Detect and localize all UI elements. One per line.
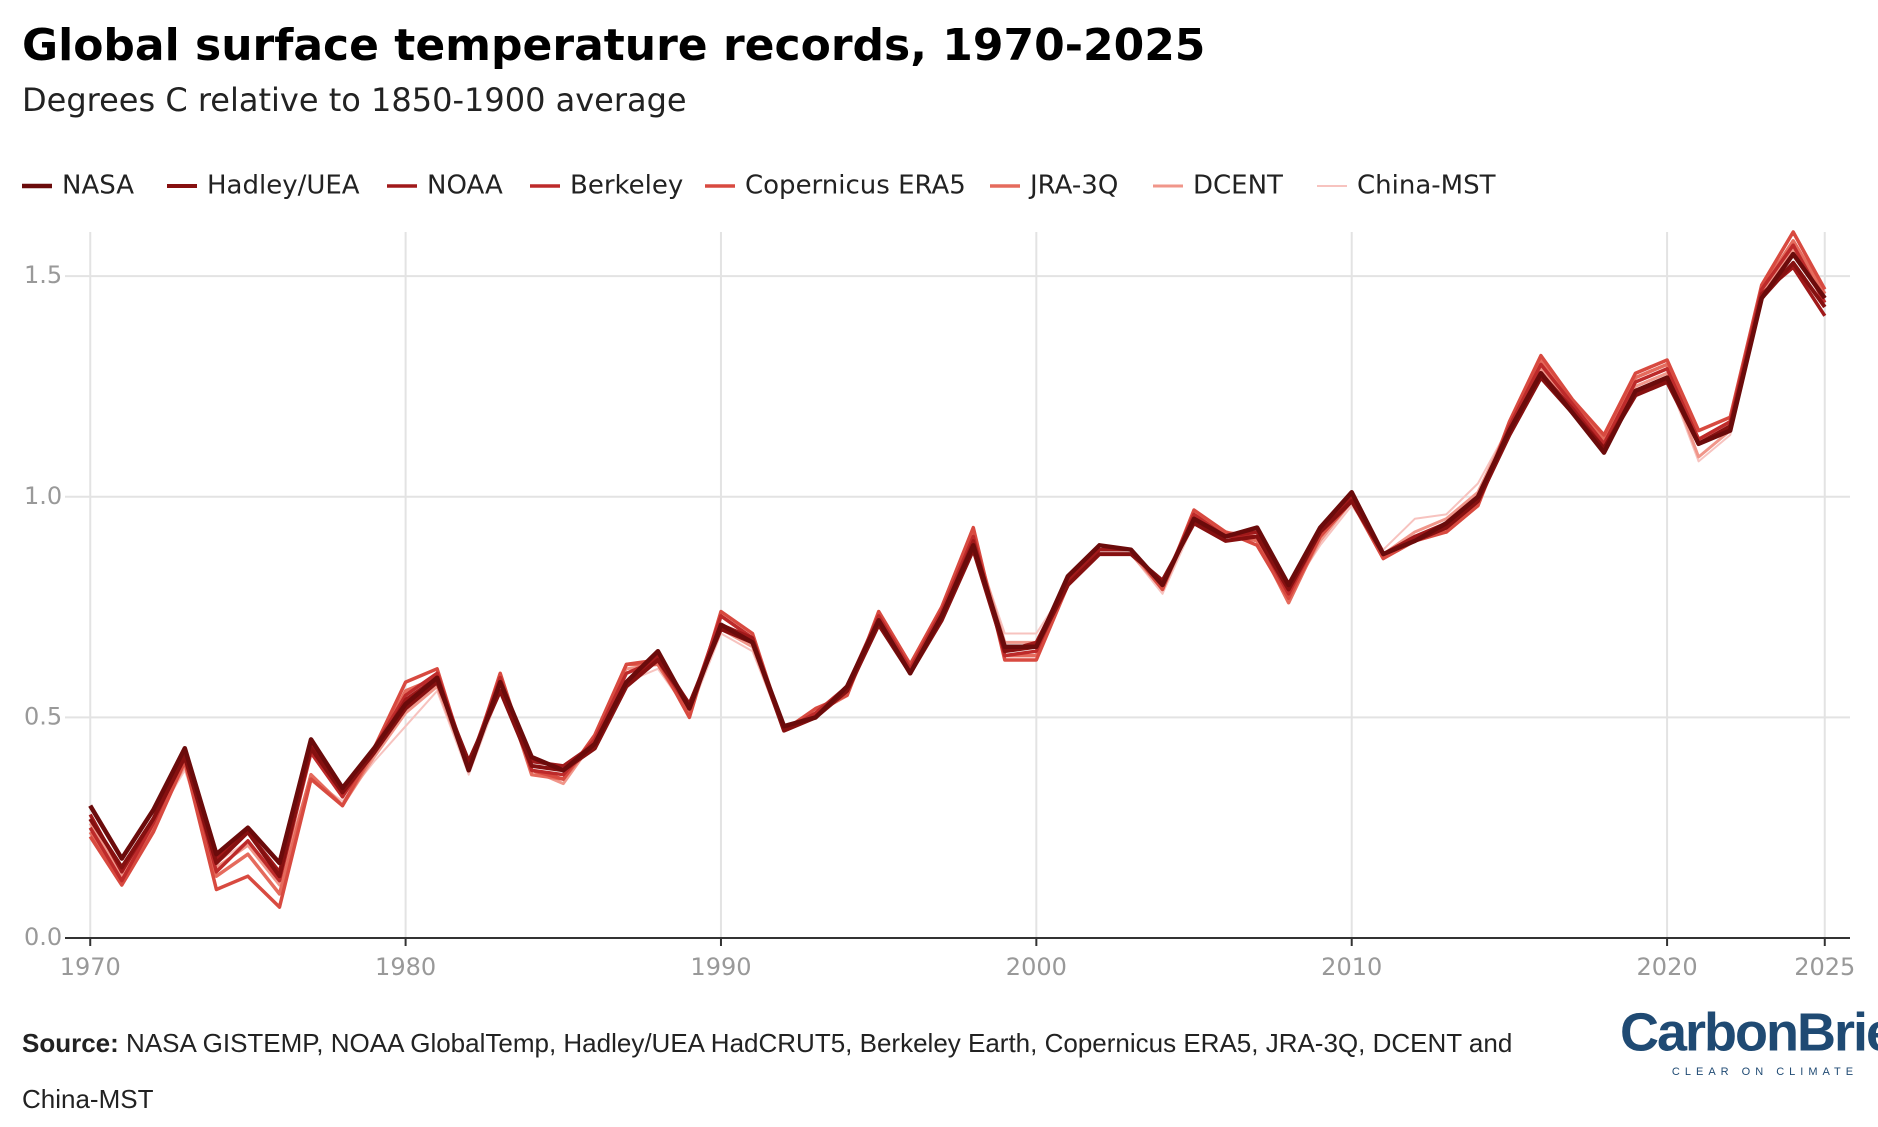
legend-label: Copernicus ERA5 (745, 171, 966, 201)
x-tick-label: 2025 (1794, 953, 1855, 981)
y-tick-label: 1.0 (24, 482, 62, 510)
source: Source: NASA GISTEMP, NOAA GlobalTemp, H… (22, 1015, 1582, 1127)
x-tick-label: 2010 (1321, 953, 1382, 981)
legend-label: DCENT (1193, 171, 1283, 201)
y-tick-label: 0.0 (24, 923, 62, 951)
x-tick-label: 2000 (1006, 953, 1067, 981)
x-tick-label: 1970 (60, 953, 121, 981)
legend-label: JRA-3Q (1028, 171, 1118, 201)
y-tick-label: 1.5 (24, 261, 62, 289)
legend-label: Berkeley (570, 171, 683, 201)
source-label: Source: (22, 1028, 119, 1058)
x-tick-label: 1980 (375, 953, 436, 981)
legend-label: NASA (62, 171, 134, 201)
legend-label: NOAA (427, 171, 503, 201)
chart-subtitle: Degrees C relative to 1850-1900 average (22, 81, 687, 119)
source-text: NASA GISTEMP, NOAA GlobalTemp, Hadley/UE… (22, 1028, 1513, 1114)
x-tick-label: 1990 (690, 953, 751, 981)
y-tick-label: 0.5 (24, 702, 62, 730)
series-line (88, 251, 1827, 866)
chart-title: Global surface temperature records, 1970… (22, 20, 1205, 71)
legend-label: China-MST (1357, 171, 1496, 201)
x-tick-label: 2020 (1637, 953, 1698, 981)
logo: CarbonBrief (1620, 1002, 1878, 1062)
legend-label: Hadley/UEA (207, 171, 360, 201)
logo-tagline: CLEAR ON CLIMATE (1672, 1066, 1858, 1078)
